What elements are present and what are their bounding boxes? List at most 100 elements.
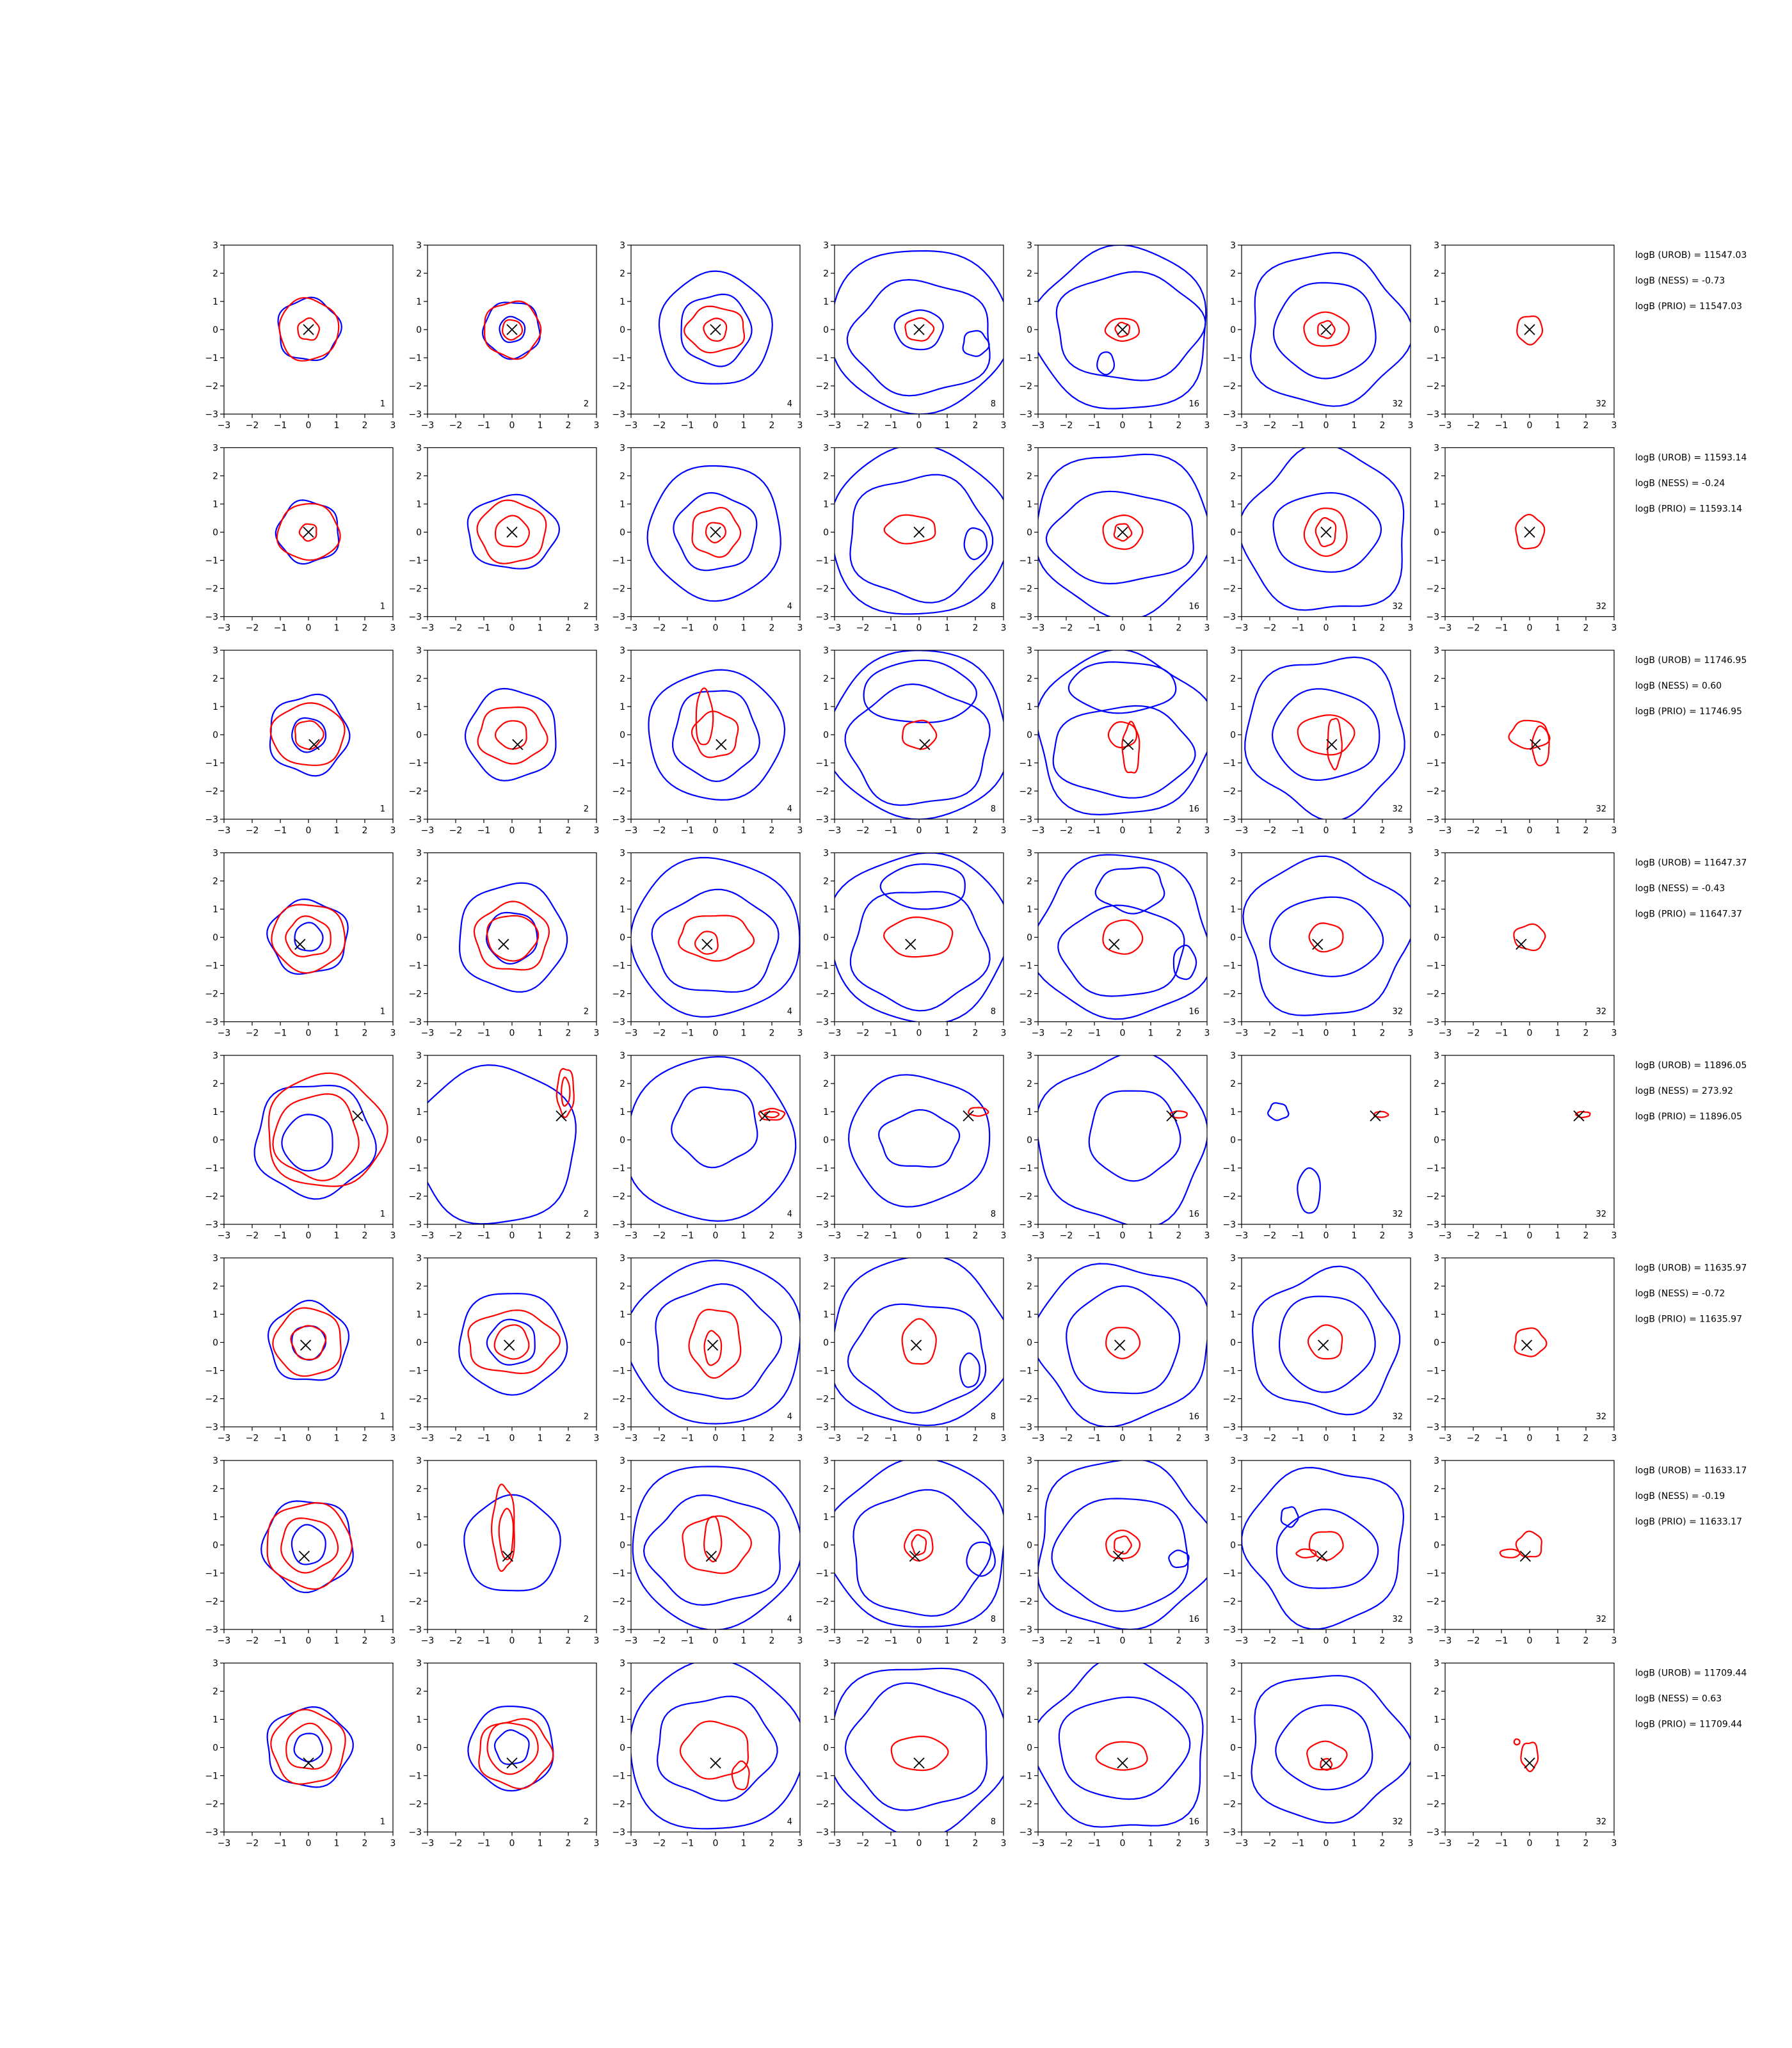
red-contour	[1303, 508, 1348, 557]
panel-r7-c2: −3 −2 −1 0 1 2 3 −3 −2 −1 0 1 2 3 2	[408, 1456, 599, 1646]
blue-contour	[1242, 447, 1405, 611]
y-tick-label: −2	[1019, 989, 1032, 1000]
contours	[1242, 1466, 1405, 1629]
x-tick-label: −3	[1235, 420, 1249, 431]
panel-label: 4	[787, 1818, 792, 1827]
x-tick-label: 0	[916, 1231, 922, 1241]
y-tick-label: −3	[1426, 815, 1439, 825]
panel-r2-c3: −3 −2 −1 0 1 2 3 −3 −2 −1 0 1 2 3 4	[612, 444, 803, 634]
y-tick-label: 1	[620, 297, 625, 307]
x-tick-label: −2	[653, 1028, 666, 1039]
blue-contour	[1094, 867, 1165, 915]
y-tick-label: 0	[212, 528, 218, 538]
y-tick-label: 3	[212, 1254, 218, 1264]
x-tick-label: 2	[769, 826, 775, 836]
y-tick-label: 1	[212, 500, 218, 510]
x-tick-label: −1	[274, 420, 287, 431]
blue-contour	[1051, 1498, 1189, 1612]
x-tick-label: −3	[625, 623, 638, 634]
y-tick-label: 0	[1027, 1135, 1032, 1146]
x-tick-label: 0	[509, 1028, 515, 1039]
y-tick-label: 2	[1434, 1484, 1439, 1494]
x-tick-label: 2	[769, 420, 775, 431]
x-tick-label: 1	[1352, 1028, 1357, 1039]
axes-frame	[834, 1662, 1004, 1833]
blue-contour	[655, 1283, 783, 1400]
axes-frame	[1444, 1055, 1615, 1225]
x-tick-label: 3	[797, 1636, 803, 1646]
y-tick-label: 3	[1230, 241, 1236, 251]
contours	[835, 852, 1004, 1022]
y-tick-label: 0	[823, 1135, 829, 1146]
y-tick-label: −2	[205, 787, 218, 797]
y-tick-label: −3	[1222, 1018, 1236, 1028]
x-tick-label: 3	[1408, 1231, 1414, 1241]
x-tick-label: −1	[1495, 623, 1508, 634]
y-tick-label: 1	[1230, 905, 1236, 915]
x-tick-label: 0	[1120, 1231, 1126, 1241]
x-tick-label: 2	[973, 623, 979, 634]
y-tick-label: 2	[1434, 674, 1439, 684]
x-tick-label: −1	[477, 1231, 491, 1241]
y-tick-label: 1	[823, 500, 829, 510]
contours	[1251, 1265, 1401, 1416]
x-tick-label: 0	[713, 623, 719, 634]
blue-contour	[631, 1260, 800, 1425]
x-tick-label: 2	[973, 1028, 979, 1039]
y-tick-label: 0	[1027, 933, 1032, 943]
y-tick-label: 0	[1027, 1540, 1032, 1551]
y-tick-label: −2	[612, 1192, 625, 1202]
y-tick-label: −1	[408, 1772, 422, 1782]
y-tick-label: 3	[823, 444, 829, 454]
x-tick-label: 1	[334, 420, 340, 431]
y-tick-label: −3	[815, 1423, 829, 1433]
blue-contour	[1267, 1102, 1290, 1121]
x-tick-label: −3	[828, 1636, 842, 1646]
red-contour	[498, 1507, 515, 1560]
red-contour	[477, 706, 548, 765]
x-marker	[1123, 739, 1134, 751]
x-tick-label: −1	[477, 1636, 491, 1646]
y-tick-label: 2	[212, 269, 218, 279]
red-contour	[901, 1318, 937, 1365]
x-tick-label: 0	[713, 1434, 719, 1444]
x-tick-label: −2	[449, 420, 463, 431]
x-tick-label: −3	[625, 1839, 638, 1849]
y-tick-label: 0	[1434, 1338, 1439, 1348]
y-tick-label: −3	[815, 410, 829, 420]
blue-contour	[293, 1732, 324, 1763]
red-contour	[269, 702, 346, 766]
contours	[835, 447, 1004, 615]
x-tick-label: −1	[1292, 826, 1305, 836]
contours	[428, 1064, 577, 1224]
red-contour	[731, 1760, 750, 1791]
x-marker	[1316, 1550, 1328, 1562]
x-tick-label: −2	[653, 420, 666, 431]
y-tick-label: −3	[815, 1018, 829, 1028]
x-tick-label: −2	[1467, 1434, 1480, 1444]
x-tick-label: 1	[1352, 826, 1357, 836]
y-tick-label: −3	[1222, 1220, 1236, 1230]
y-tick-label: 3	[620, 241, 625, 251]
y-tick-label: −2	[1222, 989, 1236, 1000]
x-tick-label: 0	[1324, 1434, 1329, 1444]
y-tick-label: −2	[408, 1800, 422, 1810]
contours	[1038, 1663, 1204, 1828]
y-tick-label: 2	[1230, 1484, 1236, 1494]
x-tick-label: 3	[390, 420, 396, 431]
panel-label: 2	[584, 1818, 589, 1827]
y-tick-label: 2	[620, 674, 625, 684]
red-contour	[1515, 513, 1546, 550]
x-tick-label: −3	[1235, 826, 1249, 836]
y-tick-label: −2	[612, 1597, 625, 1607]
axes-frame	[427, 1662, 597, 1833]
y-tick-label: 3	[212, 444, 218, 454]
logb-stat: logB (PRIO) = 11709.44	[1635, 1720, 1742, 1730]
y-tick-label: −2	[1426, 787, 1439, 797]
x-marker	[710, 1757, 721, 1769]
y-tick-label: 3	[1230, 646, 1236, 656]
blue-contour	[877, 1108, 961, 1168]
y-tick-label: −1	[612, 556, 625, 566]
y-tick-label: −3	[1019, 612, 1032, 623]
x-tick-label: −2	[653, 1231, 666, 1241]
